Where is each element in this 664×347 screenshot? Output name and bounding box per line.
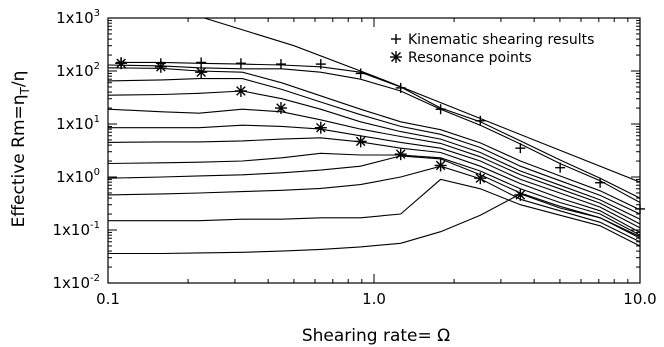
legend-asterisk-icon bbox=[390, 51, 402, 63]
series-line-12 bbox=[108, 64, 640, 203]
y-tick-label: 1x102 bbox=[56, 61, 100, 80]
curves bbox=[108, 18, 640, 255]
x-tick-label: 10.0 bbox=[623, 290, 656, 308]
resonance-point bbox=[474, 172, 487, 185]
resonance-point bbox=[154, 60, 167, 73]
y-tick-label: 1x10-1 bbox=[53, 220, 101, 239]
resonance-point bbox=[514, 188, 527, 201]
resonance-point-d2 bbox=[395, 149, 406, 159]
resonance-point bbox=[115, 57, 128, 70]
resonance-point bbox=[195, 66, 208, 79]
kinematic-point bbox=[235, 58, 246, 69]
resonance-point-d2 bbox=[156, 62, 166, 72]
resonance-point-d2 bbox=[475, 173, 486, 183]
y-axis-title: Effective Rm=ηT/η bbox=[9, 71, 32, 228]
resonance-point-d2 bbox=[355, 136, 366, 147]
series-line-9 bbox=[108, 90, 640, 220]
series-line-14 bbox=[204, 18, 640, 183]
kinematic-point bbox=[475, 115, 486, 126]
legend: Kinematic shearing results Resonance poi… bbox=[390, 32, 594, 66]
resonance-point bbox=[234, 84, 247, 97]
series-line-1 bbox=[108, 193, 640, 255]
kinematic-point bbox=[635, 203, 645, 214]
series-line-2 bbox=[108, 178, 640, 247]
y-axis-title-sub: T bbox=[18, 86, 32, 95]
kinematic-point bbox=[555, 162, 566, 173]
resonance-point-d2 bbox=[515, 190, 526, 200]
y-tick-label: 1x100 bbox=[56, 167, 100, 186]
series-line-11 bbox=[108, 67, 640, 211]
kinematic-point bbox=[355, 68, 366, 79]
series-line-13 bbox=[121, 61, 640, 199]
resonance-point bbox=[274, 102, 287, 115]
resonance-point-d2 bbox=[316, 122, 326, 133]
resonance-point-d2 bbox=[116, 58, 126, 69]
series-line-7 bbox=[108, 124, 640, 229]
resonance-point-d2 bbox=[196, 67, 206, 77]
kinematic-point bbox=[435, 104, 446, 115]
series-line-3 bbox=[108, 165, 640, 243]
series-line-6 bbox=[108, 137, 640, 233]
y-tick-label: 1x103 bbox=[56, 8, 100, 27]
kinematic-point bbox=[315, 59, 326, 70]
kinematic-point bbox=[395, 82, 406, 93]
x-axis-title: Shearing rate= Ω bbox=[302, 326, 450, 346]
y-tick-label: 1x101 bbox=[56, 114, 100, 133]
kinematic-point bbox=[275, 59, 286, 70]
resonance-point bbox=[434, 159, 447, 172]
y-axis-title-main: Effective Rm=η bbox=[9, 94, 29, 227]
y-axis-title-tail: /η bbox=[9, 71, 29, 88]
resonance-point-d2 bbox=[435, 160, 446, 171]
kinematic-point bbox=[595, 177, 606, 188]
series-line-5 bbox=[108, 152, 640, 236]
kinematic-point bbox=[196, 57, 207, 68]
axis-ticks: 1x10-2 1x10-1 1x100 1x101 1x102 1x103 0.1 1.0 10… bbox=[53, 8, 657, 308]
legend-entry-resonance: Resonance points bbox=[408, 50, 532, 66]
series-line-10 bbox=[108, 78, 640, 215]
y-tick-label: 1x10-2 bbox=[53, 273, 101, 292]
legend-plus-icon bbox=[391, 34, 401, 44]
x-tick-label: 1.0 bbox=[362, 290, 386, 308]
kinematic-point bbox=[515, 143, 526, 154]
resonance-point bbox=[354, 135, 367, 148]
resonance-point-d2 bbox=[236, 86, 246, 96]
series-line-4 bbox=[108, 155, 640, 239]
series-line-8 bbox=[108, 108, 640, 225]
resonance-point-d2 bbox=[276, 103, 286, 113]
resonance-point bbox=[314, 121, 327, 134]
markers bbox=[115, 57, 645, 214]
legend-entry-kinematic: Kinematic shearing results bbox=[408, 32, 594, 48]
resonance-point bbox=[394, 148, 407, 161]
x-tick-label: 0.1 bbox=[96, 290, 120, 308]
